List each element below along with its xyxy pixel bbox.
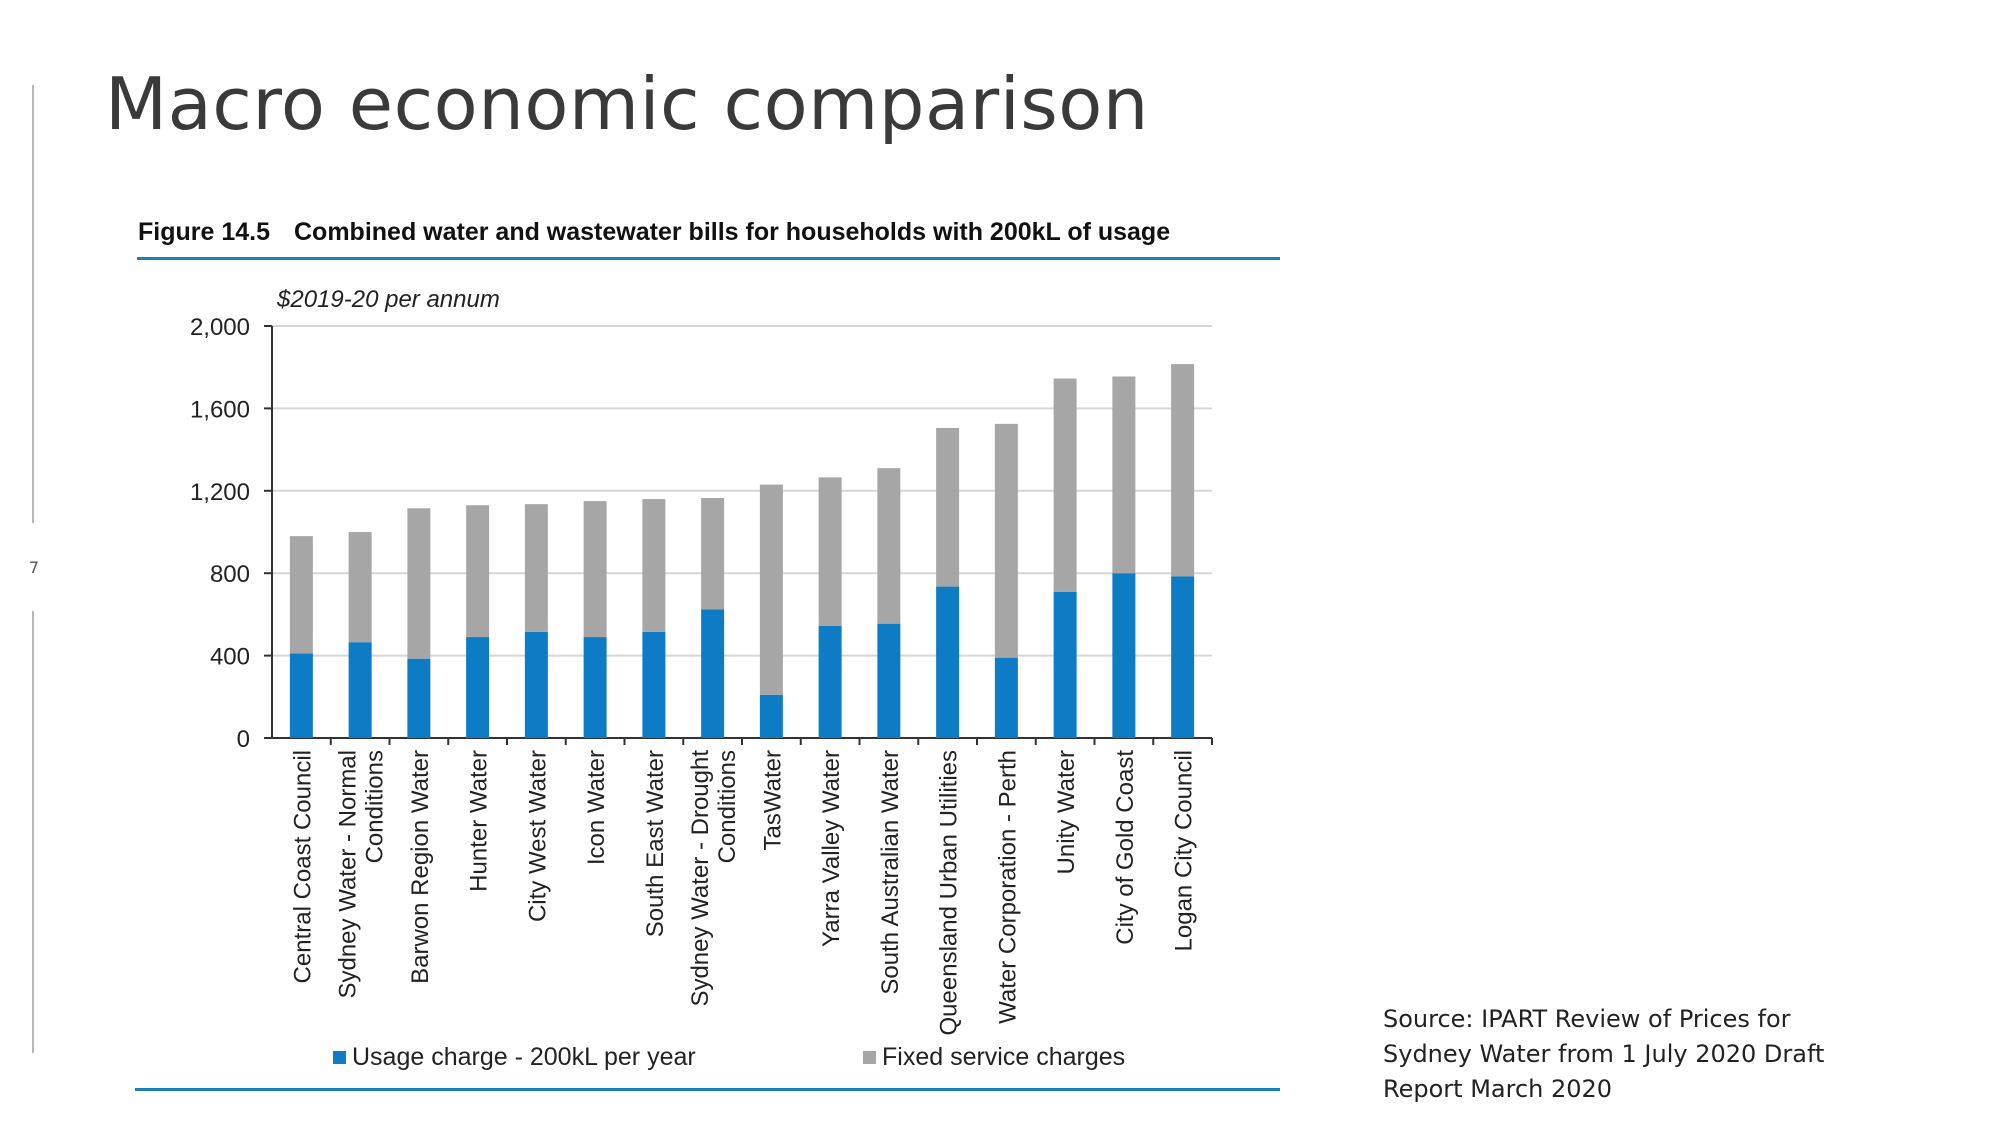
- bar-fixed-charge: [936, 427, 960, 587]
- legend-swatch-fixed: [863, 1051, 876, 1064]
- y-tick-label: 800: [210, 561, 250, 588]
- bar-fixed-charge: [877, 468, 901, 624]
- x-category-label: South Australian Water: [877, 750, 904, 995]
- x-category-label: Sydney Water - DroughtConditions: [687, 750, 741, 1007]
- bar-usage-charge: [1053, 591, 1077, 738]
- figure-caption: Combined water and wastewater bills for …: [294, 218, 1171, 246]
- bar-fixed-charge: [818, 477, 842, 626]
- bar-usage-charge: [289, 653, 313, 738]
- x-category-label: Barwon Region Water: [407, 750, 434, 984]
- bar-usage-charge: [348, 642, 372, 738]
- legend-swatch-usage: [333, 1051, 346, 1064]
- bar-fixed-charge: [466, 505, 490, 638]
- legend-label-fixed: Fixed service charges: [882, 1043, 1126, 1071]
- x-category-label: TasWater: [759, 750, 786, 850]
- bar-usage-charge: [759, 694, 783, 738]
- bar-fixed-charge: [348, 532, 372, 643]
- x-category-label: Unity Water: [1053, 750, 1080, 874]
- y-tick-label: 0: [237, 726, 250, 753]
- bar-usage-charge: [1171, 576, 1195, 738]
- bar-fixed-charge: [642, 499, 666, 632]
- bar-usage-charge: [642, 631, 666, 738]
- bar-fixed-charge: [701, 498, 725, 610]
- y-tick-label: 1,600: [190, 396, 250, 423]
- legend-item-fixed: Fixed service charges: [863, 1043, 1125, 1072]
- slide-title: Macro economic comparison: [105, 62, 1149, 146]
- figure-bottom-rule: [135, 1088, 1280, 1091]
- bar-usage-charge: [524, 631, 548, 738]
- y-tick-label: 400: [210, 644, 250, 671]
- page-number: 7: [28, 558, 40, 577]
- x-category-label: Logan City Council: [1171, 750, 1198, 951]
- bar-usage-charge: [583, 637, 607, 738]
- figure-top-rule: [137, 257, 1280, 260]
- x-category-label: Central Coast Council: [289, 750, 316, 983]
- bar-fixed-charge: [583, 501, 607, 638]
- x-category-label: City West Water: [524, 750, 551, 922]
- x-category-label: Sydney Water - NormalConditions: [335, 750, 389, 999]
- x-category-label: Hunter Water: [466, 750, 493, 892]
- x-category-label: South East Water: [642, 750, 669, 937]
- figure-number: Figure 14.5: [138, 218, 270, 246]
- x-category-label: Water Corporation - Perth: [994, 750, 1021, 1024]
- chart-unit-label: $2019-20 per annum: [276, 286, 500, 313]
- left-divider-bottom: [32, 611, 34, 1053]
- bar-usage-charge: [407, 658, 431, 738]
- figure-heading: Figure 14.5 Combined water and wastewater…: [138, 218, 1170, 247]
- bar-fixed-charge: [289, 536, 313, 654]
- bar-fixed-charge: [1112, 376, 1136, 574]
- bar-usage-charge: [994, 657, 1018, 738]
- bar-fixed-charge: [1053, 378, 1077, 592]
- bar-usage-charge: [936, 586, 960, 738]
- x-category-label: Queensland Urban Utilities: [936, 750, 963, 1035]
- y-tick-label: 1,200: [190, 479, 250, 506]
- source-note: Source: IPART Review of Prices for Sydne…: [1383, 1005, 1825, 1103]
- bar-usage-charge: [701, 609, 725, 738]
- y-tick-label: 2,000: [190, 314, 250, 341]
- bar-fixed-charge: [1171, 364, 1195, 577]
- legend-label-usage: Usage charge - 200kL per year: [352, 1043, 696, 1071]
- left-divider-top: [32, 85, 34, 523]
- bar-usage-charge: [877, 623, 901, 738]
- bar-fixed-charge: [994, 423, 1018, 658]
- x-category-label: Icon Water: [583, 750, 610, 865]
- bar-fixed-charge: [759, 484, 783, 695]
- x-category-label: Yarra Valley Water: [818, 750, 845, 947]
- bar-fixed-charge: [407, 508, 431, 659]
- legend-item-usage: Usage charge - 200kL per year: [333, 1043, 696, 1072]
- bar-usage-charge: [1112, 573, 1136, 738]
- bar-usage-charge: [466, 637, 490, 738]
- x-category-label: City of Gold Coast: [1112, 750, 1139, 945]
- bar-usage-charge: [818, 625, 842, 738]
- bar-fixed-charge: [524, 504, 548, 632]
